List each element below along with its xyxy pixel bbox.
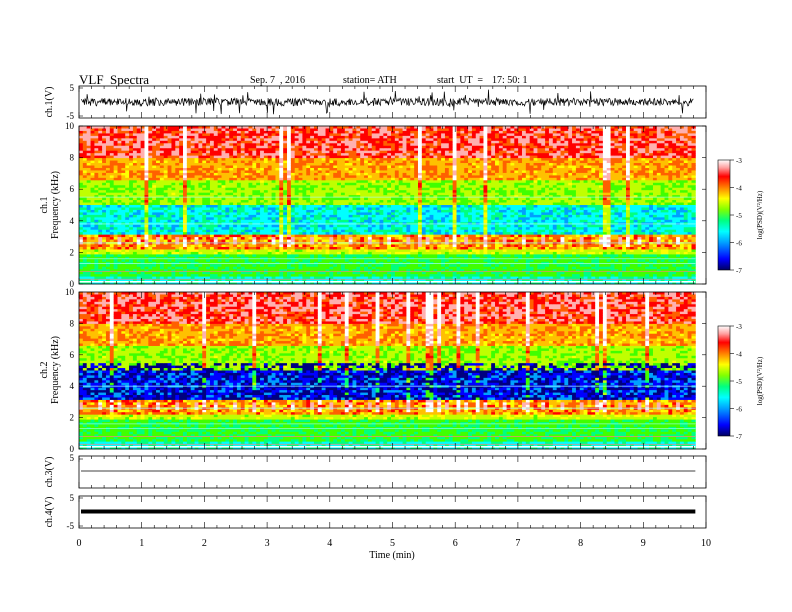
x-axis-label: Time (min)	[369, 550, 414, 561]
ch2-colorbar: -3 -4 -5 -6 -7 log(PSD)(V²/Hz)	[718, 323, 764, 441]
ch1-spectrogram-ylabel2: Frequency (kHz)	[50, 171, 61, 239]
x-tick-label: 0	[77, 538, 82, 549]
x-tick-label: 1	[139, 538, 144, 549]
x-tick-label: 4	[327, 538, 332, 549]
x-tick-label: 9	[641, 538, 646, 549]
ch2-spectrogram-ytick: 10	[65, 287, 75, 297]
ch1-spectrogram-ylabel: ch.1	[39, 197, 50, 214]
colorbar-tick-label: -3	[736, 157, 742, 165]
ch2-spectrogram-ylabel: ch.2	[39, 362, 50, 379]
ch1-waveform-ytick: 5	[70, 83, 75, 93]
ch3-waveform-panel	[79, 459, 695, 471]
ch2-spectrogram-ytick: 8	[70, 318, 75, 328]
ch2-spectrogram-ytick: 4	[70, 381, 75, 391]
ch2-spectrogram-ylabel2: Frequency (kHz)	[50, 336, 61, 404]
ch1-colorbar: -3 -4 -5 -6 -7 log(PSD)(V²/Hz)	[718, 157, 764, 275]
ch4-waveform-ytick: 5	[70, 493, 75, 503]
ch1-waveform-trace	[81, 90, 693, 115]
ch1-spectrogram-ytick: 10	[65, 121, 75, 131]
ch2-spectrogram-ytick: 6	[70, 350, 75, 360]
colorbar-tick-label: -3	[736, 323, 742, 331]
x-tick-label: 3	[265, 538, 270, 549]
colorbar-tick-label: -5	[736, 378, 742, 386]
x-tick-label: 6	[453, 538, 458, 549]
colorbar-tick-label: -4	[736, 185, 742, 193]
ch2-colorbar-label: log(PSD)(V²/Hz)	[756, 356, 764, 405]
ch1-waveform-panel	[79, 88, 693, 116]
ch1-spectrogram-ytick: 2	[70, 247, 75, 257]
x-tick-label: 10	[701, 538, 711, 549]
ch1-waveform-ytick: -5	[67, 111, 75, 121]
ch2-spectrogram-ytick: 2	[70, 413, 75, 423]
x-tick-label: 5	[390, 538, 395, 549]
colorbar-tick-label: -7	[736, 267, 742, 275]
ch2-spectrogram-panel	[79, 292, 706, 449]
x-tick-label: 7	[515, 538, 520, 549]
vlf-spectra-figure: ch.1(V) ch.1 Frequency (kHz) ch.2 Freque…	[0, 0, 792, 612]
colorbar-tick-label: -6	[736, 240, 742, 248]
ch1-spectrogram-panel	[79, 126, 706, 284]
ch4-waveform-panel	[79, 498, 695, 526]
ch4-waveform-ylabel: ch.4(V)	[44, 497, 55, 528]
ch3-waveform-ytick: 5	[70, 453, 75, 463]
colorbar-tick-label: -5	[736, 212, 742, 220]
ch1-spectrogram-ytick: 8	[70, 153, 75, 163]
colorbar-tick-label: -4	[736, 351, 742, 359]
colorbar-tick-label: -7	[736, 433, 742, 441]
ch1-spectrogram-ytick: 6	[70, 184, 75, 194]
ch1-spectrogram-ytick: 4	[70, 216, 75, 226]
colorbar-tick-label: -6	[736, 406, 742, 414]
ch1-colorbar-label: log(PSD)(V²/Hz)	[756, 190, 764, 239]
ch3-waveform-ylabel: ch.3(V)	[44, 457, 55, 488]
ch4-waveform-ytick: -5	[67, 521, 75, 531]
x-tick-label: 2	[202, 538, 207, 549]
ch1-waveform-ylabel: ch.1(V)	[44, 87, 55, 118]
x-tick-label: 8	[578, 538, 583, 549]
